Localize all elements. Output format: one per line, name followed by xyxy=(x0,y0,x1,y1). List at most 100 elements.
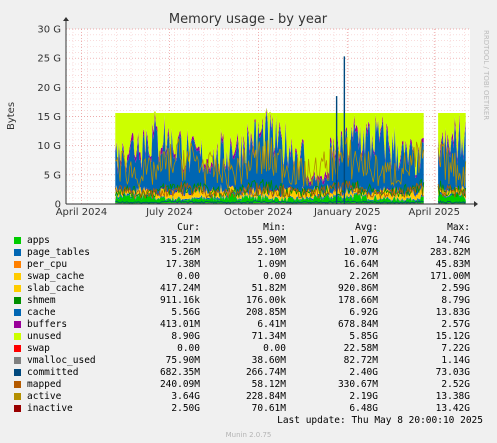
legend-cur: 75.90M xyxy=(165,355,200,366)
legend-avg: 22.58M xyxy=(343,343,378,354)
legend-max: 7.22G xyxy=(441,343,470,354)
y-tick-label: 20 G xyxy=(37,83,61,94)
legend-cur: 0.00 xyxy=(177,271,200,282)
legend-avg: 678.84M xyxy=(337,319,378,330)
legend-name: vmalloc_used xyxy=(27,355,96,366)
legend-avg: 6.48G xyxy=(349,403,378,414)
legend-row: vmalloc_used 75.90M 38.60M 82.72M 1.14G xyxy=(14,355,474,367)
legend-header-max: Max: xyxy=(447,222,470,233)
area-per_cpu xyxy=(115,191,424,202)
line-mapped xyxy=(437,200,466,204)
legend-max: 45.83M xyxy=(435,259,470,270)
legend-min: 1.09M xyxy=(257,259,286,270)
legend-max: 73.03G xyxy=(435,367,470,378)
chart-title: Memory usage - by year xyxy=(169,12,328,27)
legend-min: 58.12M xyxy=(251,379,286,390)
legend-max: 8.79G xyxy=(441,295,470,306)
legend-swatch xyxy=(14,381,21,388)
line-inactive xyxy=(437,142,467,187)
area-buffers xyxy=(115,107,424,187)
legend-swatch xyxy=(14,393,21,400)
legend-avg: 82.72M xyxy=(343,355,378,366)
legend-avg: 2.19G xyxy=(349,391,378,402)
area-page_tables xyxy=(115,191,424,202)
legend-swatch xyxy=(14,333,21,340)
legend-min: 0.00 xyxy=(263,271,286,282)
legend-min: 228.84M xyxy=(245,391,286,402)
x-tick-label: October 2024 xyxy=(224,207,293,218)
legend-name: swap_cache xyxy=(27,271,85,282)
area-unused xyxy=(115,107,424,183)
legend-avg: 5.85G xyxy=(349,331,378,342)
legend-max: 171.00M xyxy=(429,271,470,282)
legend-row: active 3.64G 228.84M 2.19G 13.38G xyxy=(14,391,474,403)
legend-max: 13.38G xyxy=(435,391,470,402)
legend-min: 6.41M xyxy=(257,319,286,330)
legend-avg: 6.92G xyxy=(349,307,378,318)
line-inactive xyxy=(115,137,425,190)
legend-swatch xyxy=(14,285,21,292)
legend-min: 208.85M xyxy=(245,307,286,318)
legend-name: per_cpu xyxy=(27,259,68,270)
legend-name: apps xyxy=(27,235,50,246)
last-update: Last update: Thu May 8 20:00:10 2025 xyxy=(277,415,483,426)
legend-min: 71.34M xyxy=(251,331,286,342)
area-apps xyxy=(438,192,466,204)
legend-swatch xyxy=(14,405,21,412)
legend-min: 0.00 xyxy=(263,343,286,354)
legend-cur: 682.35M xyxy=(159,367,200,378)
legend-cur: 413.01M xyxy=(159,319,200,330)
legend-row: buffers 413.01M 6.41M 678.84M 2.57G xyxy=(14,319,474,331)
legend-max: 14.74G xyxy=(435,235,470,246)
legend-cur: 417.24M xyxy=(159,283,200,294)
legend-max: 15.12G xyxy=(435,331,470,342)
legend-swatch xyxy=(14,309,21,316)
y-tick-label: 5 G xyxy=(44,170,61,181)
legend-min: 155.90M xyxy=(245,235,286,246)
legend-min: 266.74M xyxy=(245,367,286,378)
legend-row: swap_cache 0.00 0.00 2.26M 171.00M xyxy=(14,271,474,283)
legend-max: 13.42G xyxy=(435,403,470,414)
legend-min: 38.60M xyxy=(251,355,286,366)
legend-cur: 0.00 xyxy=(177,343,200,354)
legend-avg: 178.66M xyxy=(337,295,378,306)
legend-row: per_cpu 17.38M 1.09M 16.64M 45.83M xyxy=(14,259,474,271)
legend-min: 176.00k xyxy=(245,295,286,306)
legend-cur: 8.90G xyxy=(171,331,200,342)
legend-avg: 2.40G xyxy=(349,367,378,378)
legend-name: active xyxy=(27,391,62,402)
legend-row: page_tables 5.26M 2.10M 10.07M 283.82M xyxy=(14,247,474,259)
legend-swatch xyxy=(14,273,21,280)
area-cache xyxy=(115,111,424,197)
area-per_cpu xyxy=(438,191,466,200)
area-unused xyxy=(438,113,466,161)
x-axis-arrow xyxy=(474,201,478,207)
legend-avg: 920.86M xyxy=(337,283,378,294)
legend-name: cache xyxy=(27,307,56,318)
legend-cur: 240.09M xyxy=(159,379,200,390)
legend-row: unused 8.90G 71.34M 5.85G 15.12G xyxy=(14,331,474,343)
munin-version: Munin 2.0.75 xyxy=(225,431,272,439)
legend-row: mapped 240.09M 58.12M 330.67M 2.52G xyxy=(14,379,474,391)
legend-min: 70.61M xyxy=(251,403,286,414)
legend-cur: 3.64G xyxy=(171,391,200,402)
legend-avg: 2.26M xyxy=(349,271,378,282)
line-mapped xyxy=(115,199,424,204)
legend-swatch xyxy=(14,321,21,328)
legend-header-avg: Avg: xyxy=(355,222,378,233)
legend-avg: 10.07M xyxy=(343,247,378,258)
y-tick-label: 25 G xyxy=(37,54,61,65)
legend-min: 2.10M xyxy=(257,247,286,258)
legend-row: apps 315.21M 155.90M 1.07G 14.74G xyxy=(14,235,474,247)
legend-row: inactive 2.50G 70.61M 6.48G 13.42G xyxy=(14,403,474,415)
x-tick-label: July 2024 xyxy=(145,207,193,218)
legend-min: 51.82M xyxy=(251,283,286,294)
legend-swatch xyxy=(14,237,21,244)
legend-name: shmem xyxy=(27,295,56,306)
legend-name: mapped xyxy=(27,379,62,390)
legend-max: 2.57G xyxy=(441,319,470,330)
legend-cur: 911.16k xyxy=(159,295,200,306)
x-tick-label: April 2024 xyxy=(56,207,107,218)
y-tick-label: 15 G xyxy=(37,112,61,123)
legend-avg: 330.67M xyxy=(337,379,378,390)
